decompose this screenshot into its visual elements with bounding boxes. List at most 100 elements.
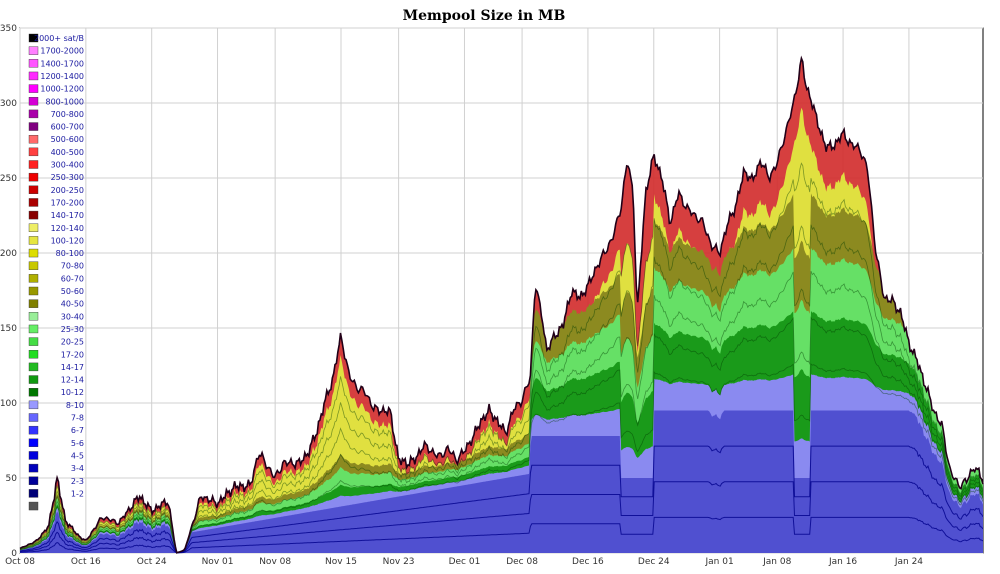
y-tick-label: 150: [0, 324, 17, 334]
legend-swatch: [28, 375, 39, 384]
x-tick-label: Dec 24: [638, 557, 670, 567]
y-tick-label: 50: [6, 474, 18, 484]
y-tick-label: 0: [11, 549, 17, 559]
legend-label: 6-7: [71, 426, 84, 435]
x-tick-label: Dec 01: [449, 557, 481, 567]
legend-label: 140-170: [51, 211, 84, 220]
legend-swatch: [28, 451, 39, 460]
legend-label: 2000+ sat/B: [34, 34, 84, 43]
legend-swatch: [28, 223, 39, 232]
legend-label: 200-250: [51, 186, 84, 195]
legend-label: 40-50: [61, 300, 84, 309]
x-tick-label: Dec 08: [506, 557, 538, 567]
legend-label: 1400-1700: [40, 59, 84, 68]
legend-label: 50-60: [61, 287, 84, 296]
x-tick-label: Oct 24: [137, 557, 167, 567]
legend-label: 2-3: [71, 477, 84, 486]
x-tick-label: Jan 08: [762, 557, 791, 567]
legend-label: 25-30: [61, 325, 84, 334]
legend-swatch: [28, 362, 39, 372]
y-tick-label: 200: [0, 249, 17, 259]
legend-label: 10-12: [61, 388, 84, 397]
legend-swatch: [28, 413, 39, 422]
legend-label: 700-800: [51, 110, 84, 119]
legend-label: 7-8: [71, 414, 84, 423]
legend-label: 17-20: [61, 350, 84, 359]
x-tick-label: Dec 16: [572, 557, 604, 567]
chart-title: Mempool Size in MB: [403, 8, 566, 24]
legend-label: 170-200: [51, 198, 84, 207]
legend: 2000+ sat/B 1700-2000 1400-1700 1200-1400 10…: [28, 33, 84, 511]
legend-swatch: [28, 274, 39, 283]
legend-swatch: [28, 350, 39, 359]
legend-swatch: [28, 236, 39, 245]
x-tick-label: Jan 24: [894, 557, 923, 567]
legend-label: 1000-1200: [40, 85, 84, 94]
x-tick-label: Nov 08: [259, 557, 291, 567]
legend-swatch: [28, 438, 39, 447]
legend-swatch: [28, 134, 39, 144]
axes: 0 50 100 150 200 250 300 350 Oct 08 Oct 16 Oct 24 N…: [0, 24, 923, 567]
legend-swatch: [28, 46, 39, 55]
legend-label: 600-700: [51, 123, 84, 132]
x-tick-label: Nov 23: [383, 557, 415, 567]
legend-swatch: [28, 337, 39, 346]
legend-swatch: [28, 210, 39, 220]
legend-swatch: [28, 463, 39, 473]
x-tick-label: Jan 01: [705, 557, 734, 567]
legend-swatch: [28, 122, 39, 131]
legend-swatch: [28, 261, 39, 270]
legend-swatch: [28, 489, 39, 498]
legend-swatch: [28, 147, 39, 157]
y-tick-label: 250: [0, 174, 17, 184]
legend-swatch: [28, 160, 39, 169]
legend-swatch: [28, 59, 39, 68]
legend-label: 1700-2000: [40, 47, 84, 56]
legend-swatch: [28, 425, 39, 435]
x-tick-label: Nov 15: [325, 557, 357, 567]
legend-swatch: [28, 312, 39, 321]
legend-swatch: [28, 299, 39, 308]
x-tick-label: Jan 16: [828, 557, 857, 567]
x-tick-label: Oct 16: [71, 557, 101, 567]
legend-label: 400-500: [51, 148, 84, 157]
legend-label: 300-400: [51, 161, 84, 170]
legend-label: 800-1000: [45, 97, 84, 106]
legend-label: 500-600: [51, 135, 84, 144]
legend-swatch: [28, 109, 39, 119]
legend-swatch: [28, 388, 39, 397]
legend-label: 60-70: [61, 274, 84, 283]
legend-label: 120-140: [51, 224, 84, 233]
legend-swatch: [28, 476, 39, 485]
legend-label: 80-100: [56, 249, 84, 258]
legend-swatch: [28, 198, 39, 207]
legend-swatch: [28, 172, 39, 182]
legend-swatch: [28, 185, 39, 195]
legend-swatch: [28, 248, 39, 258]
legend-label: 1200-1400: [40, 72, 84, 81]
legend-label: 100-120: [51, 236, 84, 245]
legend-swatch: [28, 286, 39, 296]
y-tick-label: 100: [0, 399, 17, 409]
legend-label: 20-25: [61, 338, 84, 347]
x-tick-label: Oct 08: [5, 557, 35, 567]
legend-label: 30-40: [61, 312, 84, 321]
legend-swatch: [28, 71, 39, 81]
legend-label: 5-6: [71, 439, 84, 448]
legend-swatch: [28, 97, 39, 106]
legend-swatch: [28, 501, 39, 511]
legend-label: 3-4: [71, 464, 84, 473]
legend-label: 14-17: [61, 363, 84, 372]
legend-label: 4-5: [71, 451, 84, 460]
legend-swatch: [28, 400, 39, 410]
legend-swatch: [28, 324, 39, 334]
stacked-areas: [19, 55, 984, 554]
legend-label: 70-80: [61, 262, 84, 271]
total-outline: [19, 55, 984, 554]
legend-label: 8-10: [66, 401, 84, 410]
x-tick-label: Nov 01: [202, 557, 234, 567]
legend-label: 12-14: [61, 376, 84, 385]
y-tick-label: 350: [0, 24, 17, 34]
y-tick-label: 300: [0, 99, 17, 109]
